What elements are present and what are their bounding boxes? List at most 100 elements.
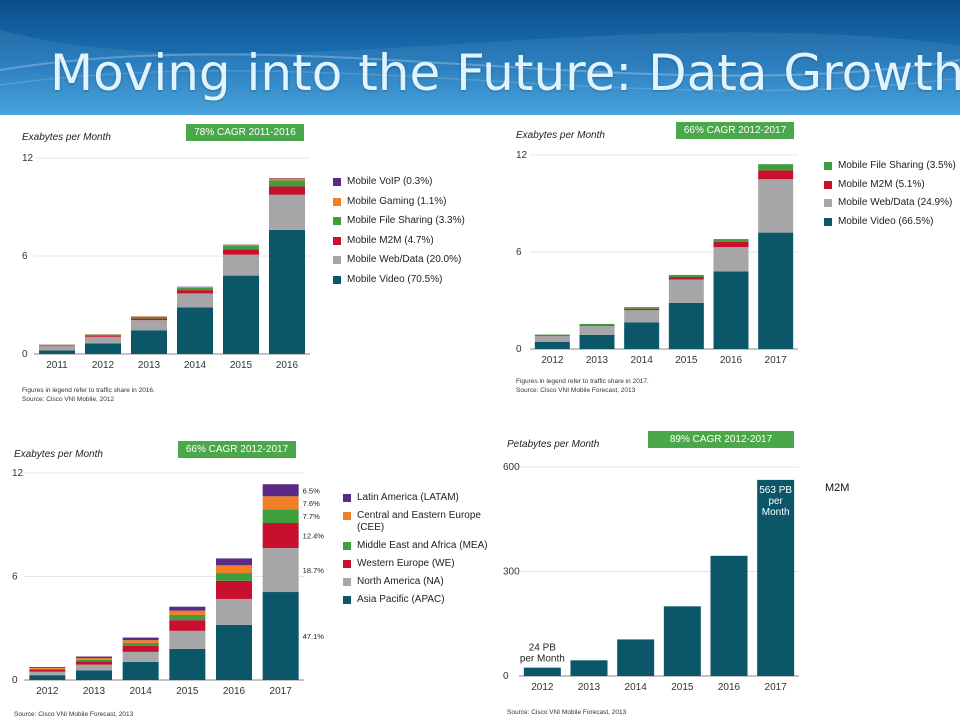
chart-3-note-line-1: Source: Cisco VNI Mobile Forecast, 2013 xyxy=(14,711,134,718)
slide-title: Moving into the Future: Data Growth xyxy=(50,44,960,102)
chart-3-bar-2014-series-4 xyxy=(122,640,159,643)
chart-4-bar-2016-series-0 xyxy=(710,555,748,676)
chart-3-bar-2017-series-3 xyxy=(262,509,299,524)
chart-3-svg: 0 6 12 2012 2013 2014 2015 2016 2017 6.5% 7.6% 7.7%… xyxy=(12,468,324,697)
chart-1-bar-2016-series-0 xyxy=(269,229,305,354)
chart-2-note-line-1: Figures in legend refer to traffic share… xyxy=(516,378,649,385)
chart-1-xtick-label: 2012 xyxy=(92,360,115,371)
chart-panel-2: Exabytes per Month 66% CAGR 2012-2017 0 6… xyxy=(490,118,960,408)
chart-3-bar-2015-series-0 xyxy=(169,648,206,680)
chart-3-legend-label: Asia Pacific (APAC) xyxy=(357,594,445,605)
chart-2-legend-item: Mobile File Sharing (3.5%) xyxy=(824,160,959,172)
chart-3-xtick-label: 2013 xyxy=(83,686,106,697)
chart-2-bar-2012-series-3 xyxy=(534,334,570,336)
chart-2-bar-2013-series-2 xyxy=(579,325,615,326)
chart-2-bar-2016-series-0 xyxy=(713,271,749,349)
chart-1-legend-item: Mobile VoIP (0.3%) xyxy=(333,176,478,188)
chart-4-xtick-label: 2014 xyxy=(625,682,648,693)
chart-2-bar-2017-series-3 xyxy=(758,164,794,171)
chart-2-legend-label: Mobile File Sharing (3.5%) xyxy=(838,160,956,171)
chart-1-bar-2014-series-2 xyxy=(177,290,213,294)
chart-2-xtick-label: 2016 xyxy=(720,355,743,366)
chart-3-bar-2016-series-4 xyxy=(216,565,252,574)
chart-4-ylabel: Petabytes per Month xyxy=(507,439,600,450)
chart-3-bar-2016-series-1 xyxy=(216,598,252,625)
chart-1-xtick-label: 2016 xyxy=(276,360,299,371)
chart-1-note-line-2: Source: Cisco VNI Mobile, 2012 xyxy=(22,396,115,403)
chart-3-bar-2014-series-3 xyxy=(122,642,159,646)
chart-2-bar-2013-series-1 xyxy=(579,325,615,335)
chart-1-ylabel: Exabytes per Month xyxy=(22,132,111,143)
chart-1-legend-swatch xyxy=(333,217,341,225)
chart-4-xtick-label: 2015 xyxy=(671,682,694,693)
chart-3-bar-2017-series-4 xyxy=(262,496,299,510)
chart-3-legend-swatch xyxy=(343,578,351,586)
chart-1-svg: 0 6 12 2011 2012 2013 2014 2015 2016 xyxy=(22,153,310,371)
chart-3-bar-2016-series-3 xyxy=(216,573,252,581)
chart-2-bar-2014-series-3 xyxy=(624,307,660,309)
chart-2-bar-2014-series-0 xyxy=(624,322,660,349)
chart-3-legend-label: North America (NA) xyxy=(357,576,444,587)
chart-3-legend-swatch xyxy=(343,494,351,502)
chart-1-bar-2014-series-1 xyxy=(177,293,213,308)
chart-3-bar-2014-series-1 xyxy=(122,651,159,662)
chart-1-bar-2015-series-1 xyxy=(223,254,259,276)
chart-1-bar-2015-series-0 xyxy=(223,275,259,354)
chart-1-legend-item: Mobile Gaming (1.1%) xyxy=(333,196,478,208)
chart-3-bar-2017-series-1 xyxy=(262,548,299,593)
chart-1-bar-2011-series-1 xyxy=(39,346,75,351)
chart-3-data-label-2017: 7.7% xyxy=(303,512,320,521)
chart-4-cagr-badge: 89% CAGR 2012-2017 xyxy=(648,431,794,448)
chart-2-xtick-label: 2017 xyxy=(765,355,788,366)
chart-4-annotation-2017-line-3: Month xyxy=(762,507,790,518)
chart-3-bar-2016-series-5 xyxy=(216,558,252,566)
chart-panel-4: Petabytes per Month 89% CAGR 2012-2017 0… xyxy=(495,425,810,720)
chart-1-bar-2015-series-4 xyxy=(223,244,259,247)
chart-4-annotation-2012-line-2: per Month xyxy=(520,654,565,665)
chart-2-xtick-label: 2015 xyxy=(675,355,698,366)
chart-1-legend-item: Mobile Web/Data (20.0%) xyxy=(333,254,478,266)
chart-3-bar-2013-series-3 xyxy=(76,659,112,662)
chart-1-ytick-label: 6 xyxy=(22,251,28,262)
chart-3-legend-swatch xyxy=(343,596,351,604)
chart-3-ytick-label: 6 xyxy=(12,572,18,583)
chart-1-ytick-label: 12 xyxy=(22,153,34,164)
chart-1-note: Figures in legend refer to traffic share… xyxy=(22,386,155,404)
chart-2-note: Figures in legend refer to traffic share… xyxy=(516,377,649,395)
chart-3-legend-item: Middle East and Africa (MEA) xyxy=(343,540,489,552)
chart-2-bar-2017-series-0 xyxy=(758,232,794,349)
chart-1-note-line-1: Figures in legend refer to traffic share… xyxy=(22,387,155,394)
chart-3-xtick-label: 2012 xyxy=(36,686,59,697)
chart-3-bar-2012-series-0 xyxy=(29,675,66,680)
chart-1-bar-2011-series-3 xyxy=(39,344,75,346)
chart-2-bar-2017-series-2 xyxy=(758,170,794,180)
chart-3-bar-2014-series-0 xyxy=(122,661,159,680)
chart-3-bar-2015-series-2 xyxy=(169,620,206,631)
chart-4-xtick-label: 2012 xyxy=(531,682,554,693)
chart-2-legend-item: Mobile M2M (5.1%) xyxy=(824,179,959,191)
chart-2-ytick-label: 0 xyxy=(516,344,522,355)
chart-1-xtick-label: 2015 xyxy=(230,360,253,371)
chart-1-cagr-badge: 78% CAGR 2011-2016 xyxy=(186,124,304,141)
chart-1-legend-label: Mobile File Sharing (3.3%) xyxy=(347,215,465,226)
chart-3-xtick-label: 2015 xyxy=(176,686,199,697)
chart-1-bar-2013-series-1 xyxy=(131,320,167,331)
chart-4-annotation-2012-line-1: 24 PB xyxy=(529,643,557,654)
chart-2-note-line-2: Source: Cisco VNI Mobile Forecast, 2013 xyxy=(516,387,636,394)
chart-3-xtick-label: 2016 xyxy=(223,686,246,697)
chart-panel-3: Exabytes per Month 66% CAGR 2012-2017 0 6… xyxy=(0,425,490,720)
chart-1-bar-2016-series-4 xyxy=(269,178,305,181)
chart-4-note-line-1: Source: Cisco VNI Mobile Forecast, 2013 xyxy=(507,709,627,716)
chart-1-bar-2014-series-4 xyxy=(177,287,213,288)
chart-2-legend-label: Mobile M2M (5.1%) xyxy=(838,178,925,190)
chart-3-legend-label: Western Europe (WE) xyxy=(357,558,455,569)
chart-1-legend-label: Mobile Web/Data (20.0%) xyxy=(347,254,462,265)
chart-1-legend-item: Mobile Video (70.5%) xyxy=(333,274,478,286)
chart-1-legend-label: Mobile M2M (4.7%) xyxy=(347,234,434,246)
chart-3-legend-swatch xyxy=(343,560,351,568)
chart-3-bar-2015-series-1 xyxy=(169,630,206,649)
chart-2-ytick-label: 12 xyxy=(516,150,528,161)
chart-1-legend-label: Mobile Gaming (1.1%) xyxy=(347,195,447,207)
chart-1-bar-2012-series-2 xyxy=(85,336,121,337)
chart-1-xtick-label: 2011 xyxy=(46,360,68,371)
